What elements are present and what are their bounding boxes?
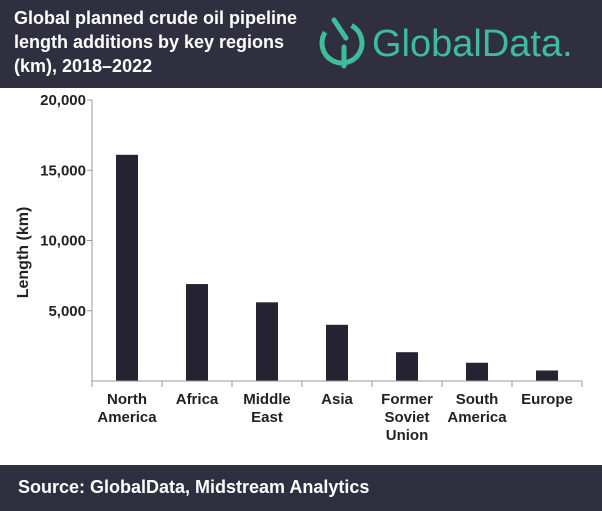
x-category-label: Europe [521,391,573,408]
x-category-label: South America [447,391,507,426]
logo-text: GlobalData. [372,23,573,65]
bar [116,154,138,381]
bars-group [116,154,558,381]
x-axis-labels: North America Africa Middle East Asia Former So… [97,391,572,444]
chart-title: Global planned crude oil pipeline length… [14,8,298,76]
x-category-label: Asia [321,391,353,408]
x-category-label: North America [97,391,157,426]
x-category-label: Middle East [243,391,291,426]
y-axis-label: Length (km) [15,207,32,299]
bar [536,370,558,381]
y-tick-label: 20,000 [40,92,86,109]
y-tick-label: 5,000 [48,303,86,320]
header-banner: Global planned crude oil pipeline length… [0,0,602,88]
y-tick-label: 15,000 [40,162,86,179]
globaldata-logo: GlobalData. [319,17,573,69]
bar [326,324,348,381]
bar [186,284,208,381]
bar [466,362,488,381]
footer-banner: Source: GlobalData, Midstream Analytics [0,465,602,511]
x-category-label: Former Soviet Union [381,391,433,444]
y-tick-label: 10,000 [40,233,86,250]
x-category-label: Africa [176,391,219,408]
bar [256,302,278,381]
source-note: Source: GlobalData, Midstream Analytics [18,477,370,497]
y-axis-ticks: 5,000 10,000 15,000 20,000 [40,92,583,387]
bar-chart: 5,000 10,000 15,000 20,000 North America Afri… [15,92,583,444]
globaldata-logo-icon [319,17,365,69]
bar [396,352,418,381]
